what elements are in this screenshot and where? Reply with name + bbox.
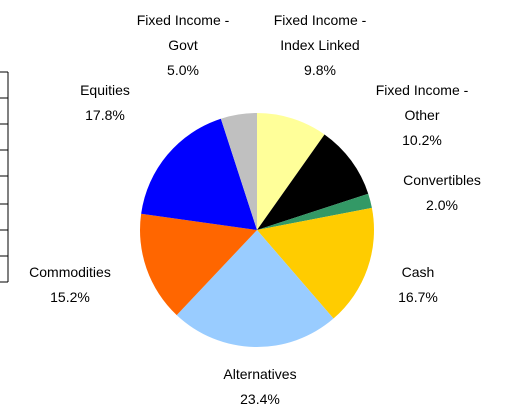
pie-slice	[257, 207, 374, 319]
slice-label: Commodities 15.2%	[5, 260, 135, 310]
category-label: Fixed Income - Index Linked	[273, 12, 367, 53]
partial-table	[0, 71, 9, 283]
category-label: Cash	[401, 264, 435, 280]
value-label: 9.8%	[304, 62, 336, 78]
value-label: 15.2%	[50, 289, 90, 305]
slice-label: Alternatives 23.4%	[200, 362, 320, 412]
category-label: Alternatives	[223, 366, 297, 382]
category-label: Fixed Income - Govt	[136, 12, 230, 53]
value-label: 10.2%	[402, 132, 442, 148]
pie-slice	[257, 134, 369, 230]
value-label: 2.0%	[426, 197, 458, 213]
slice-label: Fixed Income - Govt 5.0%	[128, 8, 238, 83]
slice-label: Cash 16.7%	[378, 260, 458, 310]
category-label: Commodities	[29, 264, 111, 280]
category-label: Equities	[80, 82, 130, 98]
value-label: 23.4%	[240, 391, 280, 407]
category-label: Fixed Income - Other	[375, 82, 469, 123]
pie-slice	[139, 213, 257, 316]
pie-slice	[257, 113, 325, 230]
pie-slice	[141, 118, 257, 230]
slice-label: Convertibles 2.0%	[387, 168, 497, 218]
category-label: Convertibles	[403, 172, 481, 188]
value-label: 16.7%	[398, 289, 438, 305]
value-label: 17.8%	[85, 107, 125, 123]
pie-slice	[176, 230, 334, 348]
pie-slice	[257, 193, 372, 230]
slice-label: Fixed Income - Index Linked 9.8%	[255, 8, 385, 83]
slice-label: Fixed Income - Other 10.2%	[357, 78, 487, 153]
slice-label: Equities 17.8%	[60, 78, 150, 128]
value-label: 5.0%	[167, 62, 199, 78]
pie-slice	[220, 113, 257, 230]
